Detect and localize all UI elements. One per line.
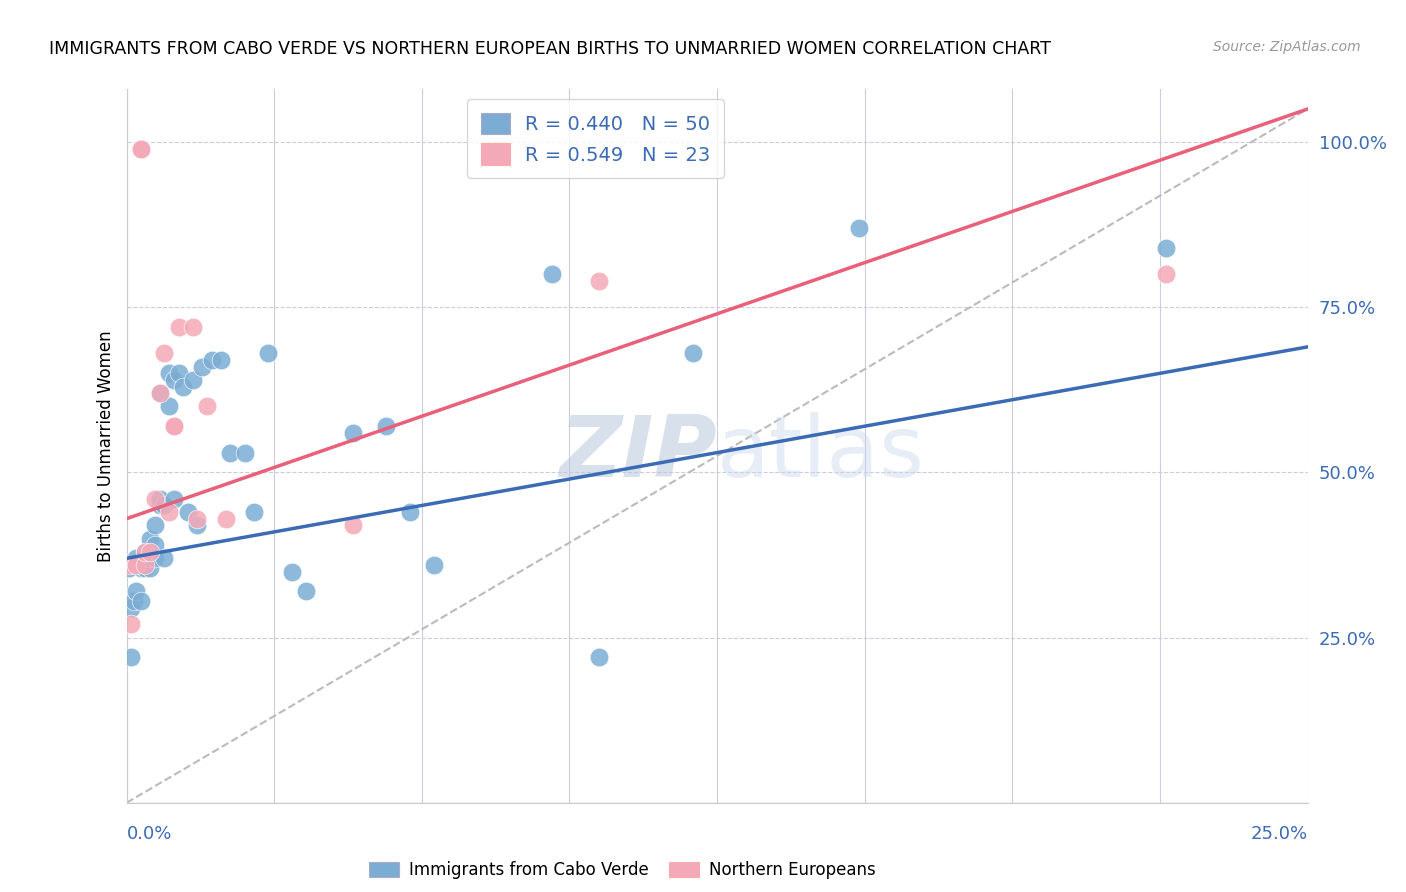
Point xyxy=(153,499,176,513)
Point xyxy=(157,400,180,414)
Point xyxy=(181,373,204,387)
Point xyxy=(200,353,222,368)
Point xyxy=(257,346,280,360)
Point xyxy=(118,561,141,575)
Text: 0.0%: 0.0% xyxy=(127,825,172,843)
Point xyxy=(129,142,152,156)
Point xyxy=(134,545,156,559)
Point xyxy=(125,558,148,572)
Point xyxy=(118,558,141,572)
Y-axis label: Births to Unmarried Women: Births to Unmarried Women xyxy=(97,330,115,562)
Legend: R = 0.440   N = 50, R = 0.549   N = 23: R = 0.440 N = 50, R = 0.549 N = 23 xyxy=(467,99,724,178)
Point xyxy=(149,386,172,401)
Point xyxy=(122,594,145,608)
Point xyxy=(149,386,172,401)
Point xyxy=(120,600,142,615)
Text: IMMIGRANTS FROM CABO VERDE VS NORTHERN EUROPEAN BIRTHS TO UNMARRIED WOMEN CORREL: IMMIGRANTS FROM CABO VERDE VS NORTHERN E… xyxy=(49,40,1052,58)
Text: Source: ZipAtlas.com: Source: ZipAtlas.com xyxy=(1213,40,1361,54)
Text: 25.0%: 25.0% xyxy=(1250,825,1308,843)
Point xyxy=(143,518,166,533)
Point xyxy=(149,491,172,506)
Point xyxy=(209,353,232,368)
Point xyxy=(281,565,304,579)
Point xyxy=(342,518,364,533)
Point xyxy=(375,419,398,434)
Point xyxy=(153,346,176,360)
Point xyxy=(125,551,148,566)
Point xyxy=(422,558,444,572)
Point xyxy=(129,142,152,156)
Point xyxy=(134,558,156,572)
Point xyxy=(129,561,152,575)
Point xyxy=(163,373,186,387)
Point xyxy=(125,584,148,599)
Point xyxy=(143,538,166,552)
Point xyxy=(540,267,562,281)
Point xyxy=(129,142,152,156)
Point xyxy=(120,617,142,632)
Point xyxy=(195,400,218,414)
Point xyxy=(215,511,238,525)
Point xyxy=(143,551,166,566)
Point xyxy=(1154,267,1177,281)
Point xyxy=(120,650,142,665)
Point xyxy=(134,561,156,575)
Point xyxy=(134,551,156,566)
Point xyxy=(243,505,266,519)
Point xyxy=(157,505,180,519)
Point xyxy=(233,445,256,459)
Point xyxy=(139,561,162,575)
Point xyxy=(399,505,422,519)
Point xyxy=(181,320,204,334)
Point xyxy=(139,532,162,546)
Point xyxy=(588,650,610,665)
Point xyxy=(172,379,194,393)
Point xyxy=(163,491,186,506)
Point xyxy=(588,274,610,288)
Point xyxy=(153,551,176,566)
Text: ZIP: ZIP xyxy=(560,411,717,495)
Point xyxy=(219,445,242,459)
Text: atlas: atlas xyxy=(717,411,925,495)
Point xyxy=(163,419,186,434)
Point xyxy=(129,594,152,608)
Point xyxy=(143,491,166,506)
Point xyxy=(134,545,156,559)
Point xyxy=(1154,241,1177,255)
Point xyxy=(129,558,152,572)
Point xyxy=(139,551,162,566)
Point xyxy=(163,419,186,434)
Point xyxy=(177,505,200,519)
Point xyxy=(186,511,208,525)
Point xyxy=(167,320,190,334)
Point xyxy=(848,221,870,235)
Point xyxy=(157,367,180,381)
Point xyxy=(191,359,214,374)
Point xyxy=(149,499,172,513)
Point xyxy=(139,545,162,559)
Point xyxy=(186,518,208,533)
Point xyxy=(167,367,190,381)
Point xyxy=(682,346,704,360)
Point xyxy=(295,584,318,599)
Point xyxy=(342,425,364,440)
